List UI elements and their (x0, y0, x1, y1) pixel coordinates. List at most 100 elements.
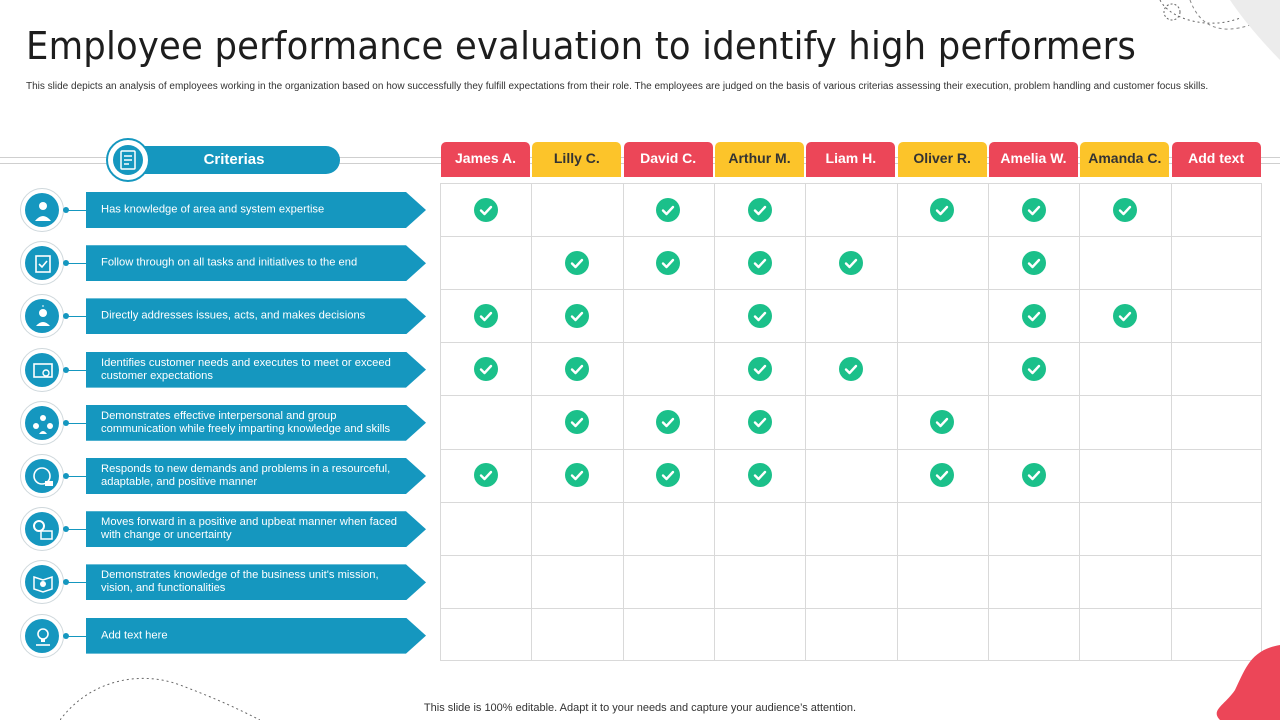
employee-column-header: Amanda C. (1080, 142, 1170, 177)
criteria-item: Demonstrates effective interpersonal and… (86, 404, 426, 441)
page-title: Employee performance evaluation to ident… (26, 24, 1137, 68)
connector-line (68, 210, 86, 211)
check-icon (656, 250, 681, 275)
connector-line (68, 316, 86, 318)
check-icon (656, 409, 681, 434)
check-icon (930, 463, 955, 488)
connector-dot (63, 579, 69, 586)
criteria-text: Directly addresses issues, acts, and mak… (101, 309, 366, 322)
task-icon (20, 241, 64, 286)
check-icon (838, 250, 863, 275)
check-icon (564, 250, 589, 275)
connector-dot (63, 207, 69, 213)
criteria-text: Identifies customer needs and executes t… (101, 356, 391, 382)
check-icon (747, 303, 772, 328)
check-icon (564, 409, 589, 434)
grid-column-line (622, 183, 624, 661)
grid-row-line (440, 607, 1262, 609)
connector-line (68, 635, 86, 637)
employee-column-header: Lilly C. (532, 142, 622, 177)
check-icon (1021, 303, 1046, 328)
check-icon (930, 197, 955, 222)
connector-line (68, 369, 86, 371)
check-icon (1112, 197, 1137, 222)
gear-icon (20, 507, 64, 552)
check-icon (1021, 463, 1046, 488)
criteria-item: Follow through on all tasks and initiati… (86, 245, 426, 282)
criteria-text: Has knowledge of area and system experti… (101, 203, 325, 216)
employee-column-header: Oliver R. (897, 142, 987, 177)
connector-dot (63, 260, 69, 267)
employee-column-header: David C. (623, 142, 713, 177)
lightbulb-icon (20, 613, 64, 658)
criteria-item: Directly addresses issues, acts, and mak… (86, 298, 426, 335)
check-icon (838, 356, 863, 381)
connector-dot (63, 473, 69, 479)
mission-icon (20, 560, 64, 605)
check-icon (1021, 250, 1046, 275)
check-icon (656, 463, 681, 488)
criteria-text: Responds to new demands and problems in … (101, 463, 391, 488)
connector-dot (63, 526, 69, 533)
connector-line (68, 529, 86, 531)
check-icon (747, 250, 772, 275)
page-subtitle: This slide depicts an analysis of employ… (26, 81, 1209, 92)
criteria-text: Demonstrates knowledge of the business u… (101, 569, 379, 595)
check-icon (1112, 303, 1137, 328)
decoration-bottom-right (1216, 645, 1280, 720)
employee-column-header: James A. (441, 142, 530, 177)
check-icon (473, 463, 498, 488)
criteria-item: Demonstrates knowledge of the business u… (86, 564, 426, 601)
grid-column-line (1079, 183, 1081, 661)
check-icon (747, 463, 772, 488)
employee-column-header: Add text (1171, 142, 1261, 177)
check-icon (564, 356, 589, 381)
decoration-top-right (1159, 0, 1280, 60)
expert-icon (20, 188, 64, 232)
check-icon (473, 356, 498, 381)
check-icon (564, 303, 589, 328)
check-icon (747, 409, 772, 434)
grid-row-line (440, 395, 1262, 397)
check-icon (473, 197, 498, 222)
criteria-item: Identifies customer needs and executes t… (86, 351, 426, 388)
criteria-item: Has knowledge of area and system experti… (86, 192, 426, 228)
criterias-header: Criterias (128, 146, 340, 174)
grid-column-line (896, 183, 898, 661)
grid-column-line (531, 183, 533, 661)
connector-dot (63, 313, 69, 320)
grid-column-line (987, 183, 989, 661)
criteria-text: Follow through on all tasks and initiati… (101, 256, 358, 269)
team-icon (20, 400, 64, 445)
grid-row-line (440, 501, 1262, 503)
criteria-text: Add text here (101, 629, 168, 642)
grid-column-line (805, 183, 807, 661)
criteria-text: Moves forward in a positive and upbeat m… (101, 516, 398, 542)
check-icon (747, 197, 772, 222)
grid-column-line (713, 183, 715, 661)
check-icon (473, 303, 498, 328)
check-icon (1021, 197, 1046, 222)
check-icon (930, 409, 955, 434)
check-icon (747, 356, 772, 381)
grid-row-line (440, 554, 1262, 556)
decision-icon (20, 294, 64, 339)
criteria-item: Moves forward in a positive and upbeat m… (86, 511, 426, 548)
employee-column-header: Liam H. (806, 142, 896, 177)
criteria-item: Responds to new demands and problems in … (86, 458, 426, 494)
criteria-text: Demonstrates effective interpersonal and… (101, 409, 391, 435)
connector-line (68, 263, 86, 265)
adapt-icon (20, 454, 64, 498)
checklist-icon (106, 138, 150, 182)
grid-row-line (440, 448, 1262, 450)
footer-note: This slide is 100% editable. Adapt it to… (423, 702, 857, 714)
connector-dot (63, 419, 69, 426)
grid-row-line (440, 289, 1262, 291)
grid-row-line (440, 342, 1262, 344)
grid-row-line (440, 236, 1262, 238)
grid-frame (440, 183, 1262, 661)
check-icon (1021, 356, 1046, 381)
customer-icon (20, 347, 64, 392)
connector-line (68, 582, 86, 584)
check-icon (564, 463, 589, 488)
